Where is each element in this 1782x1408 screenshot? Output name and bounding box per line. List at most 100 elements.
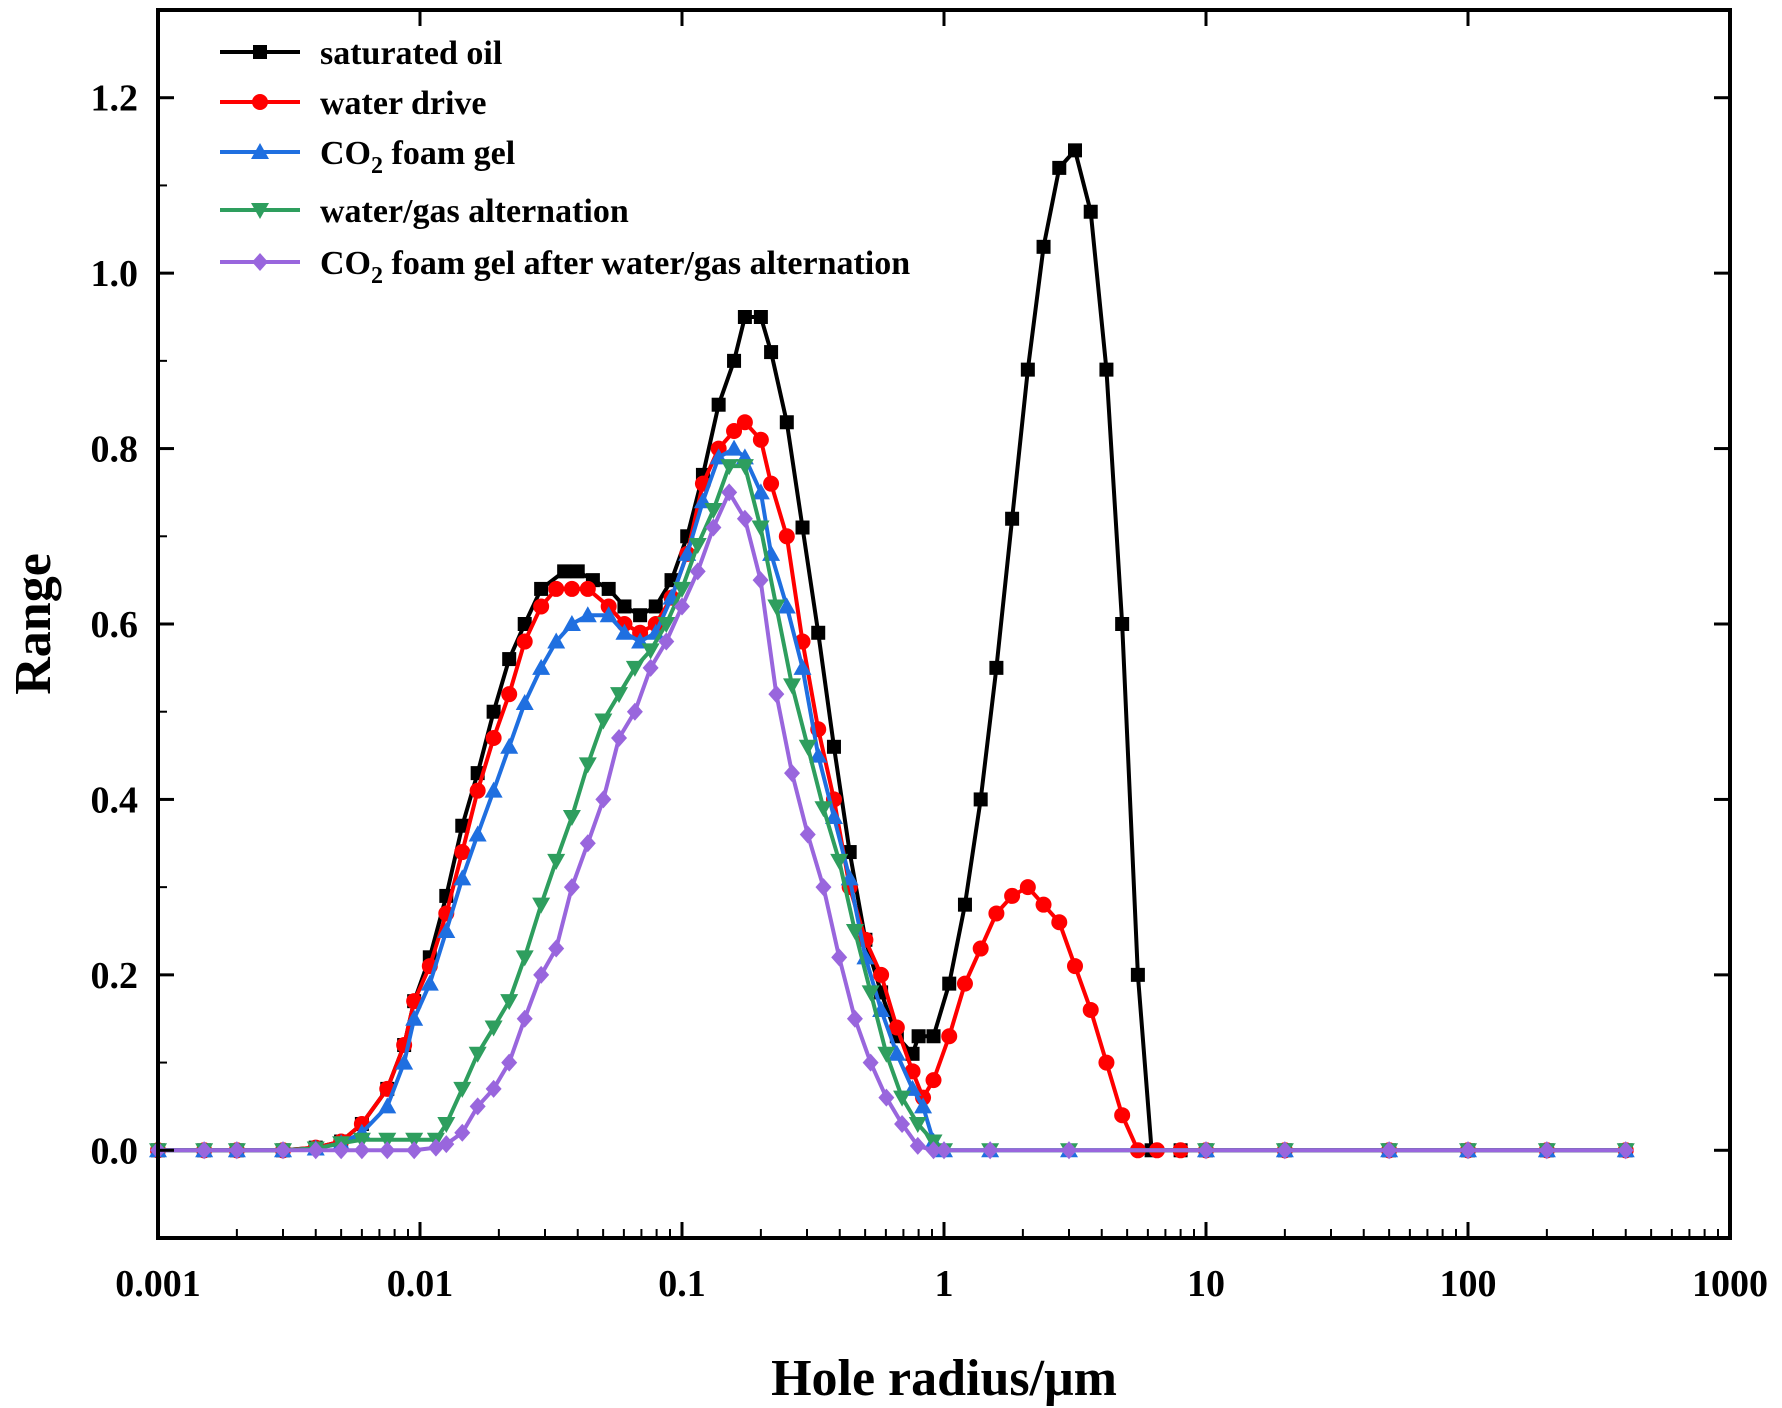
- y-tick-label: 1.2: [91, 78, 139, 120]
- data-point: [736, 414, 753, 431]
- data-point: [251, 203, 269, 219]
- data-point: [1005, 511, 1020, 526]
- data-point: [455, 818, 470, 833]
- data-point: [831, 948, 848, 967]
- data-point: [925, 1141, 942, 1160]
- data-point: [989, 660, 1004, 675]
- data-point: [1198, 1141, 1214, 1160]
- data-point: [626, 702, 643, 721]
- data-point: [563, 580, 580, 597]
- data-point: [275, 1141, 292, 1160]
- data-point: [727, 353, 742, 368]
- data-point: [1099, 362, 1114, 377]
- data-point: [1617, 1141, 1634, 1160]
- data-point: [501, 686, 518, 703]
- x-tick-label: 100: [1440, 1263, 1497, 1305]
- data-point: [1068, 143, 1083, 158]
- data-point: [1098, 1054, 1115, 1071]
- y-tick-label: 0.2: [91, 955, 139, 997]
- y-axis-title: Range: [5, 553, 62, 695]
- data-point: [972, 940, 989, 957]
- data-point: [378, 1097, 397, 1114]
- data-point: [793, 658, 812, 675]
- data-point: [484, 1020, 503, 1037]
- data-point: [517, 617, 532, 631]
- data-point: [454, 844, 471, 861]
- data-point: [500, 994, 519, 1011]
- data-point: [705, 518, 722, 537]
- data-point: [352, 1132, 371, 1149]
- data-point: [532, 897, 551, 914]
- data-point: [252, 94, 268, 110]
- data-point: [688, 538, 707, 555]
- data-point: [642, 658, 659, 677]
- data-point: [846, 1009, 863, 1028]
- data-point: [406, 1141, 423, 1160]
- y-tick-label: 0.8: [91, 429, 139, 471]
- data-point: [599, 606, 618, 623]
- legend-item-4: CO2 foam gel after water/gas alternation: [220, 245, 910, 289]
- legend-item-2: CO2 foam gel: [220, 135, 515, 179]
- data-point: [468, 825, 487, 842]
- y-tick-label: 0.4: [91, 779, 139, 821]
- x-tick-label: 10: [1187, 1263, 1225, 1305]
- data-point: [1114, 1107, 1131, 1124]
- data-point: [1067, 958, 1084, 975]
- data-point: [726, 423, 743, 440]
- data-point: [1061, 1141, 1078, 1160]
- data-point: [763, 475, 780, 492]
- legend-label-main: saturated oil: [320, 35, 502, 72]
- data-point: [673, 581, 691, 598]
- data-point: [570, 564, 585, 579]
- data-point: [783, 678, 802, 695]
- data-point: [253, 45, 267, 59]
- y-tick-label: 0.6: [91, 604, 139, 646]
- data-point: [908, 1116, 927, 1133]
- data-point: [486, 704, 501, 719]
- data-point: [767, 599, 786, 616]
- series-layer: [149, 143, 1635, 1160]
- data-point: [893, 1090, 912, 1107]
- data-point: [515, 693, 534, 710]
- data-point: [563, 878, 580, 897]
- data-point: [533, 598, 550, 615]
- data-point: [617, 599, 632, 614]
- data-point: [973, 792, 988, 807]
- data-point: [579, 834, 596, 853]
- data-point: [1052, 160, 1067, 175]
- data-point: [615, 623, 634, 640]
- legend-label-main: water/gas alternation: [320, 193, 629, 230]
- data-point: [501, 1053, 518, 1072]
- data-point: [453, 1081, 472, 1098]
- data-point: [379, 1141, 396, 1160]
- data-point: [548, 580, 565, 597]
- data-point: [516, 1009, 533, 1028]
- data-point: [562, 615, 581, 631]
- data-point: [648, 599, 663, 614]
- data-point: [957, 897, 972, 912]
- data-point: [779, 415, 794, 430]
- data-point: [594, 713, 613, 730]
- data-point: [689, 562, 706, 581]
- data-point: [562, 809, 581, 826]
- data-point: [469, 782, 486, 799]
- legend-label: water drive: [320, 85, 486, 122]
- data-point: [988, 905, 1005, 922]
- data-point: [454, 1123, 471, 1142]
- data-point: [333, 1141, 350, 1160]
- data-point: [873, 966, 890, 983]
- data-point: [982, 1141, 999, 1160]
- data-point: [878, 1088, 895, 1107]
- data-point: [1082, 1001, 1099, 1018]
- data-point: [516, 633, 533, 650]
- legend-label-main: CO: [320, 135, 371, 172]
- data-point: [515, 950, 534, 967]
- data-point: [1460, 1141, 1476, 1160]
- data-point: [925, 1072, 942, 1089]
- y-tick-label: 0.0: [91, 1130, 139, 1172]
- data-point: [861, 985, 880, 1002]
- data-point: [532, 658, 551, 675]
- data-point: [500, 737, 519, 754]
- data-point: [1004, 887, 1021, 904]
